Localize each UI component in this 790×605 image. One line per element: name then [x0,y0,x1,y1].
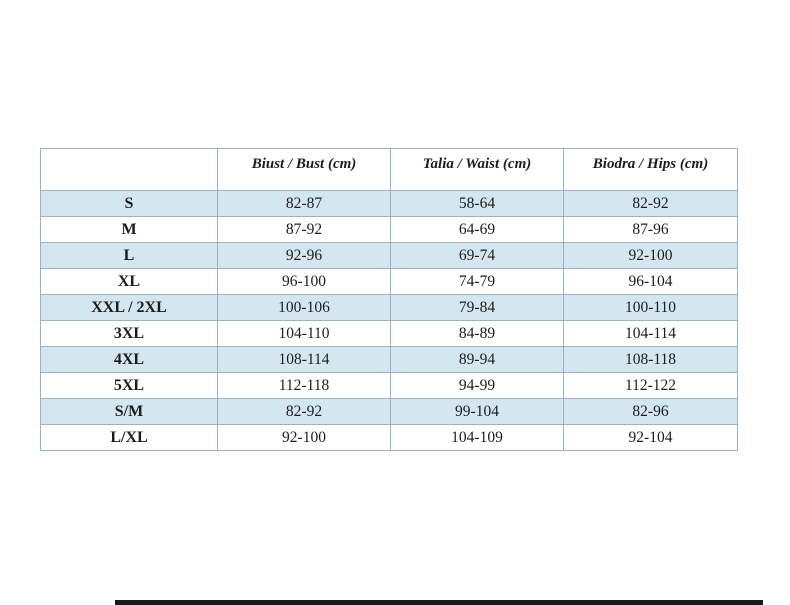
bust-value: 92-100 [217,424,391,451]
bust-value: 100-106 [217,294,391,321]
waist-value: 94-99 [390,372,564,399]
waist-value: 69-74 [390,242,564,269]
size-chart: Biust / Bust (cm) Talia / Waist (cm) Bio… [40,148,738,451]
hips-value: 112-122 [563,372,738,399]
table-row: 3XL 104-110 84-89 104-114 [40,320,738,347]
bust-value: 82-92 [217,398,391,425]
size-label: 3XL [40,320,218,347]
header-hips-column: Biodra / Hips (cm) [563,148,738,191]
bust-value: 92-96 [217,242,391,269]
size-label: L/XL [40,424,218,451]
waist-value: 79-84 [390,294,564,321]
table-row: M 87-92 64-69 87-96 [40,216,738,243]
table-row: S/M 82-92 99-104 82-96 [40,398,738,425]
size-table-header: Biust / Bust (cm) Talia / Waist (cm) Bio… [40,148,738,191]
bust-value: 96-100 [217,268,391,295]
size-label: XXL / 2XL [40,294,218,321]
hips-value: 92-100 [563,242,738,269]
hips-value: 96-104 [563,268,738,295]
waist-value: 58-64 [390,190,564,217]
bust-value: 108-114 [217,346,391,373]
size-label: 4XL [40,346,218,373]
size-label: S/M [40,398,218,425]
size-label: M [40,216,218,243]
header-bust-column: Biust / Bust (cm) [217,148,391,191]
waist-value: 89-94 [390,346,564,373]
hips-value: 82-92 [563,190,738,217]
table-row: L/XL 92-100 104-109 92-104 [40,424,738,451]
header-row: Biust / Bust (cm) Talia / Waist (cm) Bio… [40,148,738,191]
bust-value: 87-92 [217,216,391,243]
size-label: XL [40,268,218,295]
table-row: 5XL 112-118 94-99 112-122 [40,372,738,399]
waist-value: 64-69 [390,216,564,243]
bust-value: 82-87 [217,190,391,217]
waist-value: 99-104 [390,398,564,425]
hips-value: 100-110 [563,294,738,321]
waist-value: 84-89 [390,320,564,347]
table-row: 4XL 108-114 89-94 108-118 [40,346,738,373]
size-label: S [40,190,218,217]
bust-value: 104-110 [217,320,391,347]
size-table-body: S 82-87 58-64 82-92 M 87-92 64-69 87-96 L 92-96 69… [40,190,738,451]
waist-value: 104-109 [390,424,564,451]
bust-value: 112-118 [217,372,391,399]
hips-value: 82-96 [563,398,738,425]
bottom-dark-bar [115,600,763,605]
header-waist-column: Talia / Waist (cm) [390,148,564,191]
hips-value: 87-96 [563,216,738,243]
header-size-column [40,148,218,191]
hips-value: 104-114 [563,320,738,347]
size-label: L [40,242,218,269]
table-row: S 82-87 58-64 82-92 [40,190,738,217]
hips-value: 108-118 [563,346,738,373]
size-label: 5XL [40,372,218,399]
hips-value: 92-104 [563,424,738,451]
table-row: XXL / 2XL 100-106 79-84 100-110 [40,294,738,321]
table-row: XL 96-100 74-79 96-104 [40,268,738,295]
waist-value: 74-79 [390,268,564,295]
table-row: L 92-96 69-74 92-100 [40,242,738,269]
size-table: Biust / Bust (cm) Talia / Waist (cm) Bio… [40,148,738,451]
